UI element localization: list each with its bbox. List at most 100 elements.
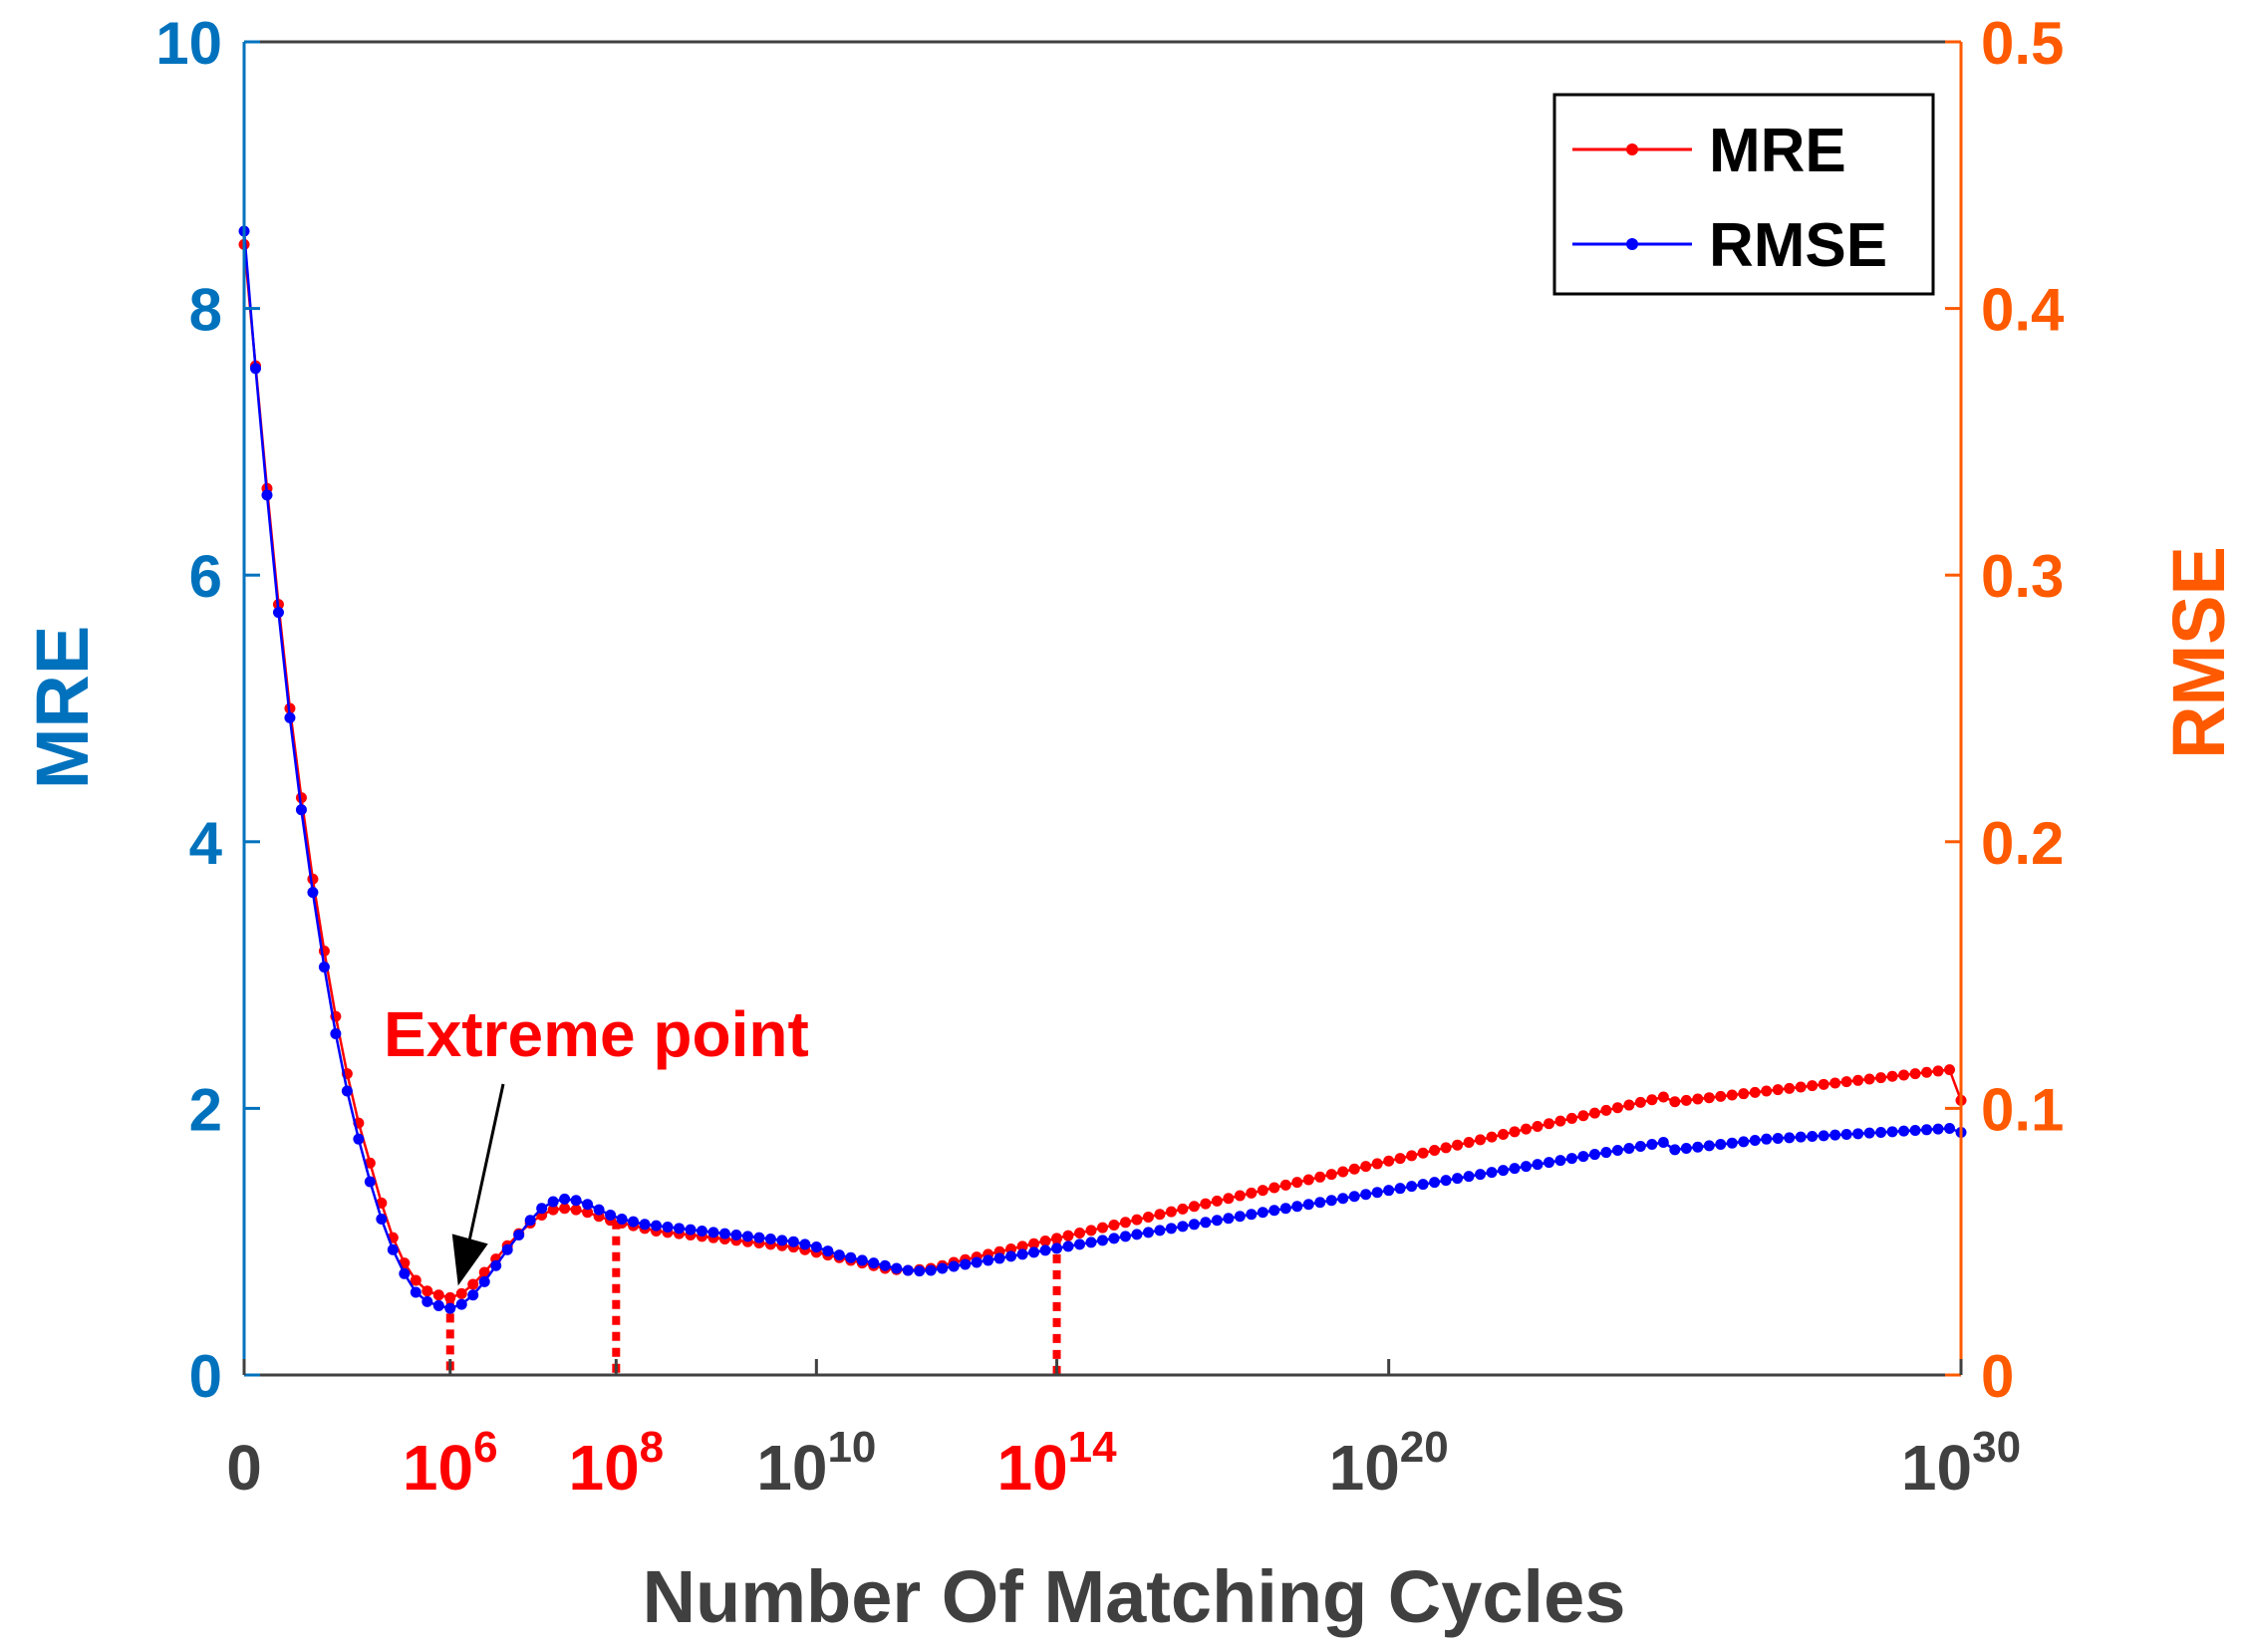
data-point-rmse (1932, 1123, 1944, 1135)
data-point-rmse (1738, 1136, 1750, 1148)
data-point-rmse (421, 1295, 433, 1307)
data-point-rmse (536, 1203, 548, 1215)
data-point-mre (1188, 1201, 1200, 1213)
data-point-mre (1177, 1203, 1189, 1215)
data-point-rmse (718, 1228, 730, 1239)
data-point-rmse (478, 1275, 490, 1287)
data-point-mre (1119, 1217, 1131, 1229)
right-y-tick-label: 0.3 (1981, 543, 2064, 610)
data-point-rmse (1223, 1213, 1235, 1225)
data-point-rmse (467, 1289, 479, 1301)
data-point-mre (1337, 1166, 1349, 1178)
x-tick-label: 1010 (756, 1423, 876, 1504)
x-tick-label: 0 (226, 1432, 262, 1504)
data-point-rmse (971, 1256, 983, 1268)
data-point-mre (1142, 1211, 1154, 1223)
data-point-rmse (387, 1243, 399, 1255)
data-point-rmse (410, 1286, 421, 1298)
data-point-rmse (1886, 1126, 1898, 1138)
x-tick-label: 1014 (996, 1423, 1117, 1504)
data-point-rmse (628, 1216, 640, 1228)
data-point-mre (1611, 1102, 1623, 1114)
data-point-mre (1211, 1195, 1223, 1207)
data-point-rmse (1291, 1201, 1303, 1213)
data-point-mre (1360, 1161, 1372, 1173)
x-tick-label: 106 (403, 1423, 498, 1504)
data-point-mre (1600, 1104, 1612, 1116)
data-point-rmse (593, 1204, 605, 1216)
data-point-mre (1565, 1112, 1577, 1124)
data-point-rmse (1154, 1225, 1166, 1237)
data-point-rmse (764, 1234, 776, 1245)
data-point-mre (1302, 1174, 1314, 1186)
data-point-rmse (856, 1254, 868, 1266)
data-point-rmse (1051, 1242, 1063, 1254)
data-point-mre (307, 873, 319, 885)
x-tick-label: 108 (568, 1423, 664, 1504)
data-point-rmse (1532, 1159, 1544, 1171)
data-point-rmse (1692, 1141, 1704, 1153)
right-y-axis-label: RMSE (2157, 546, 2240, 759)
data-point-rmse (307, 887, 319, 899)
data-point-mre (1325, 1169, 1337, 1181)
data-point-rmse (559, 1193, 571, 1205)
data-point-rmse (879, 1259, 891, 1271)
data-point-mre (1795, 1081, 1807, 1093)
data-point-rmse (330, 1027, 342, 1039)
data-point-mre (1417, 1147, 1429, 1159)
data-point-mre (1452, 1139, 1464, 1151)
data-point-rmse (810, 1241, 822, 1253)
data-point-rmse (1669, 1144, 1681, 1156)
data-point-rmse (1703, 1140, 1715, 1152)
data-point-rmse (1463, 1171, 1475, 1183)
data-point-rmse (1623, 1143, 1635, 1155)
data-point-rmse (1486, 1167, 1498, 1179)
data-point-rmse (662, 1221, 674, 1233)
annotation-arrowhead (451, 1234, 488, 1286)
data-point-rmse (582, 1199, 594, 1211)
data-point-rmse (1246, 1209, 1258, 1221)
data-point-rmse (1177, 1221, 1189, 1233)
data-point-mre (1829, 1077, 1841, 1089)
data-point-rmse (1016, 1248, 1028, 1260)
data-point-mre (570, 1204, 582, 1216)
data-point-mre (1154, 1209, 1166, 1221)
data-point-mre (1314, 1171, 1326, 1183)
data-point-mre (1840, 1076, 1852, 1088)
data-point-rmse (696, 1225, 707, 1237)
data-point-mre (1521, 1123, 1533, 1135)
data-point-rmse (364, 1176, 376, 1188)
data-point-rmse (1302, 1199, 1314, 1211)
data-point-rmse (948, 1260, 960, 1272)
data-point-mre (1200, 1198, 1212, 1210)
data-point-rmse (1200, 1217, 1212, 1229)
legend-marker-mre (1626, 143, 1638, 155)
data-point-mre (1234, 1190, 1246, 1202)
data-point-rmse (1509, 1163, 1521, 1175)
data-point-rmse (1772, 1133, 1784, 1145)
data-point-mre (1761, 1085, 1773, 1097)
data-point-rmse (490, 1259, 502, 1271)
data-point-rmse (1600, 1147, 1612, 1159)
x-axis-label: Number Of Matching Cycles (643, 1555, 1626, 1638)
data-point-rmse (1554, 1155, 1566, 1167)
legend-box (1552, 93, 1935, 296)
data-point-rmse (776, 1235, 788, 1246)
legend-marker-rmse (1626, 238, 1638, 250)
data-point-mre (1646, 1094, 1658, 1106)
data-point-mre (1406, 1150, 1418, 1162)
data-point-mre (1348, 1163, 1360, 1175)
data-point-rmse (1646, 1139, 1658, 1151)
data-point-mre (1703, 1092, 1715, 1104)
data-point-rmse (1371, 1187, 1383, 1199)
data-point-rmse (501, 1243, 513, 1255)
data-point-rmse (1211, 1215, 1223, 1227)
data-point-rmse (673, 1223, 685, 1235)
data-point-rmse (341, 1085, 353, 1097)
data-point-mre (1944, 1064, 1956, 1076)
data-point-rmse (1761, 1133, 1773, 1145)
left-y-tick-label: 8 (189, 277, 222, 344)
data-point-rmse (1062, 1240, 1074, 1252)
data-point-rmse (868, 1257, 880, 1269)
